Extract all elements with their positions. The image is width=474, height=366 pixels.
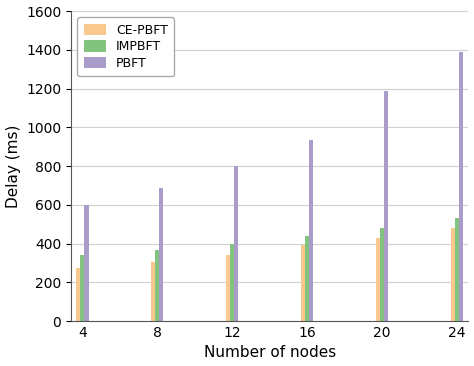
Bar [155, 250, 159, 321]
Bar [84, 205, 89, 321]
Bar [384, 92, 388, 321]
Bar [159, 188, 164, 321]
Bar [451, 228, 455, 321]
Bar [376, 238, 380, 321]
Bar [80, 255, 84, 321]
Bar [301, 246, 305, 321]
Bar [226, 255, 230, 321]
Bar [455, 219, 459, 321]
Bar [380, 228, 384, 321]
Bar [234, 166, 238, 321]
Bar [230, 243, 234, 321]
Bar [459, 52, 464, 321]
X-axis label: Number of nodes: Number of nodes [204, 346, 336, 361]
Bar [310, 140, 313, 321]
Legend: CE-PBFT, IMPBFT, PBFT: CE-PBFT, IMPBFT, PBFT [77, 17, 174, 76]
Bar [151, 262, 155, 321]
Bar [76, 268, 80, 321]
Y-axis label: Delay (ms): Delay (ms) [6, 124, 20, 208]
Bar [305, 236, 310, 321]
